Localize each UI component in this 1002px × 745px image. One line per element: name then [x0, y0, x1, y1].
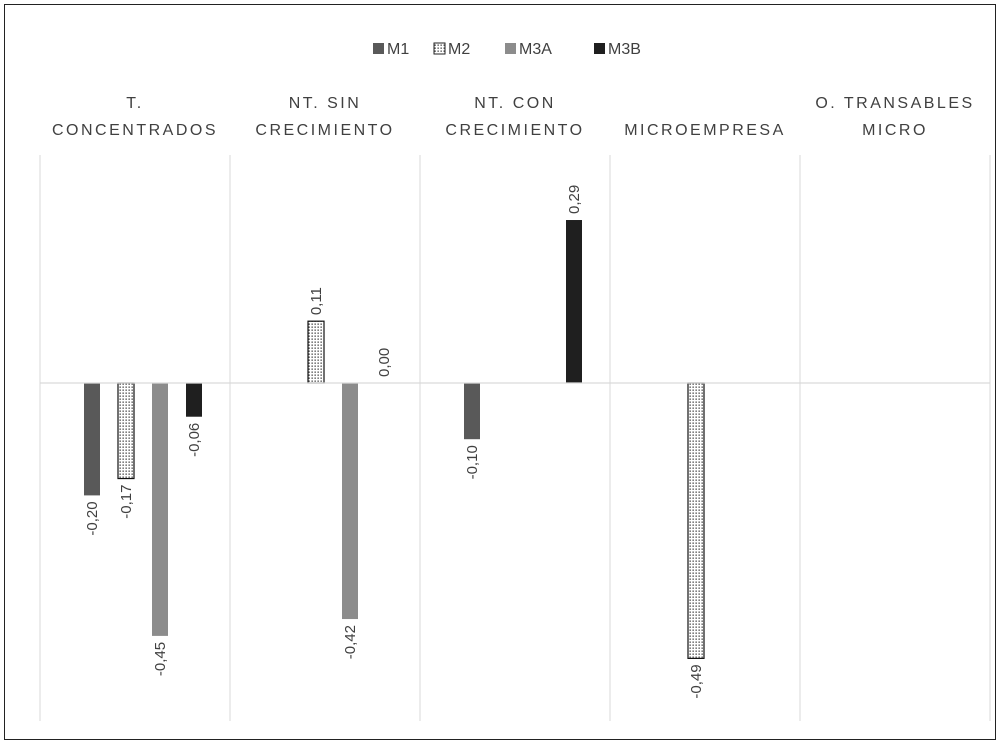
- legend-label-m1: M1: [387, 41, 409, 58]
- bar-m2: [117, 382, 135, 480]
- category-label: MICROEMPRESA: [624, 122, 786, 139]
- data-label: 0,11: [308, 287, 325, 315]
- data-label: -0,45: [152, 642, 169, 676]
- bar-m3a: [152, 383, 168, 636]
- data-label: -0,42: [342, 625, 359, 659]
- data-label: -0,10: [464, 445, 481, 479]
- legend-label-m3a: M3A: [519, 41, 552, 58]
- data-labels: -0,20 -0,10 -0,17 0,11 -0,49 -0,45 -0,42 -0,06 0…: [84, 185, 705, 699]
- category-label: NT. SIN CRECIMIENTO: [255, 95, 394, 139]
- data-label: 0,00: [376, 348, 393, 377]
- category-label: O. TRANSABLES MICRO: [815, 95, 974, 139]
- gridlines: [39, 155, 991, 721]
- bar-m1: [84, 383, 100, 496]
- legend-swatch-m2: [433, 42, 446, 55]
- bar-chart: M1 M2 M3A M3B T. CONCENTRADOS NT. SIN CRECIMIE…: [39, 41, 991, 721]
- bars: [84, 220, 705, 659]
- legend-swatch-m1: [373, 43, 384, 54]
- bar-m1: [464, 383, 480, 440]
- bar-m2: [687, 382, 705, 659]
- bar-m2: [307, 320, 325, 384]
- legend-swatch-m3b: [594, 43, 605, 54]
- legend-label-m3b: M3B: [608, 41, 641, 58]
- legend-label-m2: M2: [448, 41, 470, 58]
- chart-frame: M1 M2 M3A M3B T. CONCENTRADOS NT. SIN CRECIMIE…: [4, 4, 996, 740]
- legend: M1 M2 M3A M3B: [373, 41, 641, 58]
- category-label: T. CONCENTRADOS: [52, 95, 218, 139]
- data-label: -0,17: [118, 485, 135, 519]
- data-label: 0,29: [566, 185, 583, 214]
- bar-m3b: [566, 220, 582, 383]
- category-label: NT. CON CRECIMIENTO: [445, 95, 584, 139]
- data-label: -0,06: [186, 423, 203, 457]
- data-label: -0,20: [84, 501, 101, 535]
- legend-swatch-m3a: [505, 43, 516, 54]
- bar-m3a: [342, 383, 358, 620]
- bar-m3b: [186, 383, 202, 417]
- category-labels: T. CONCENTRADOS NT. SIN CRECIMIENTO NT. CON C…: [52, 95, 974, 139]
- data-label: -0,49: [688, 664, 705, 698]
